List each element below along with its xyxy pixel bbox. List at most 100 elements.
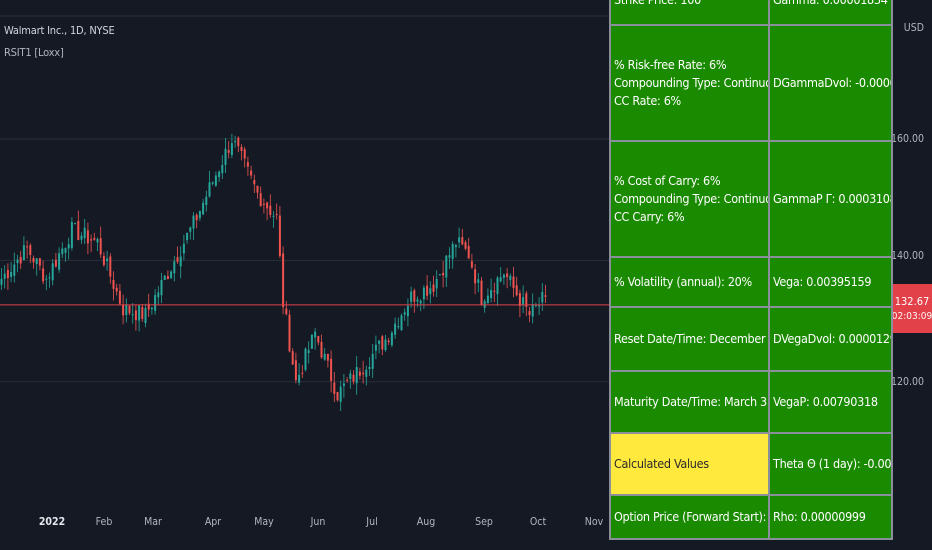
candle <box>272 211 275 228</box>
candle <box>525 290 528 316</box>
time-label-aug: Aug <box>416 516 436 528</box>
candle <box>166 270 169 280</box>
time-label-jun: Jun <box>310 516 326 528</box>
candle <box>221 155 224 179</box>
candle <box>285 300 288 316</box>
candle <box>496 275 499 306</box>
candle <box>454 243 457 258</box>
candle <box>451 241 454 269</box>
indicator-label[interactable]: RSIT1 [Loxx] <box>4 46 64 59</box>
candle <box>6 263 9 291</box>
candle <box>93 232 96 241</box>
candle <box>518 289 521 318</box>
candle <box>528 306 531 323</box>
candle <box>467 237 470 259</box>
cell-line: % Volatility (annual): 20% <box>614 274 752 289</box>
candle <box>342 374 345 398</box>
candle <box>448 247 451 269</box>
candle <box>346 377 349 383</box>
candle <box>125 298 128 323</box>
candle <box>432 275 435 297</box>
candle <box>48 272 51 288</box>
last-price-badge: 132.67 02:03:09 <box>892 284 932 333</box>
candle <box>522 285 525 313</box>
candle <box>74 222 77 225</box>
candle <box>390 330 393 348</box>
candle <box>115 283 118 296</box>
candle <box>112 271 115 301</box>
candle <box>211 181 214 186</box>
candle <box>99 226 102 258</box>
candle <box>58 247 61 273</box>
table-cell-param: % Cost of Carry: 6% Compounding Type: Con… <box>609 140 770 258</box>
candle <box>362 360 365 384</box>
table-cell-greek: DVegaDvol: 0.00001297 <box>768 306 893 372</box>
candle <box>490 278 493 303</box>
candle <box>378 340 381 354</box>
price-axis[interactable]: USD 160.00 140.00 120.00 <box>890 0 932 505</box>
candle <box>154 289 157 315</box>
time-label-may: May <box>254 516 274 528</box>
candle <box>387 337 390 346</box>
candle <box>371 343 374 378</box>
table-cell-param: % Risk-free Rate: 6% Compounding Type: Co… <box>609 24 770 142</box>
chart-area[interactable] <box>0 0 890 505</box>
price-tick-140: 140.00 <box>890 250 924 262</box>
candle <box>506 268 509 289</box>
time-label-2022: 2022 <box>38 516 66 528</box>
candle <box>214 171 217 187</box>
candle <box>202 198 205 216</box>
candle <box>16 254 19 273</box>
chart-title[interactable]: Walmart Inc., 1D, NYSE <box>4 24 115 37</box>
table-cell-greek: GammaP Γ: 0.00031084 <box>768 140 893 258</box>
candle <box>474 264 477 295</box>
candle <box>512 266 515 298</box>
candle <box>330 350 333 393</box>
candle <box>234 135 237 148</box>
candle <box>400 313 403 332</box>
candle <box>352 370 355 385</box>
candle <box>141 303 144 322</box>
price-chart[interactable] <box>0 0 890 505</box>
candle <box>128 304 131 316</box>
candle <box>96 237 99 252</box>
candle <box>22 236 25 261</box>
candle <box>3 265 6 289</box>
candle <box>499 267 502 283</box>
candle <box>134 304 137 331</box>
candle <box>10 261 13 283</box>
candle <box>538 297 541 315</box>
time-label-jul: Jul <box>366 516 378 528</box>
candle <box>278 205 281 259</box>
cell-line: Gamma: 0.00001834 <box>773 0 888 9</box>
candle <box>122 294 125 325</box>
candle <box>144 303 147 328</box>
candle <box>326 353 329 368</box>
time-label-mar: Mar <box>144 516 162 528</box>
bar-countdown: 02:03:09 <box>891 310 932 322</box>
candle <box>131 303 134 324</box>
cell-line: CC Rate: 6% <box>614 93 681 108</box>
candle <box>42 260 45 285</box>
candle <box>186 232 189 244</box>
candle <box>182 234 185 261</box>
candle <box>368 357 371 376</box>
candle <box>266 201 269 221</box>
candle <box>502 273 505 285</box>
candle <box>189 226 192 240</box>
cell-line: Rho: 0.00000999 <box>773 509 866 524</box>
candle <box>384 334 387 352</box>
candle <box>349 369 352 389</box>
candle <box>307 341 310 364</box>
candle <box>301 365 304 378</box>
candle <box>410 286 413 308</box>
table-cell-param: Strike Price: 100 <box>609 0 770 26</box>
candle <box>0 268 3 290</box>
candle <box>282 246 285 315</box>
candle <box>160 272 163 304</box>
candle <box>67 237 70 260</box>
candle <box>230 133 233 159</box>
cell-line: Calculated Values <box>614 456 709 471</box>
candle <box>170 270 173 280</box>
candle <box>32 255 35 269</box>
